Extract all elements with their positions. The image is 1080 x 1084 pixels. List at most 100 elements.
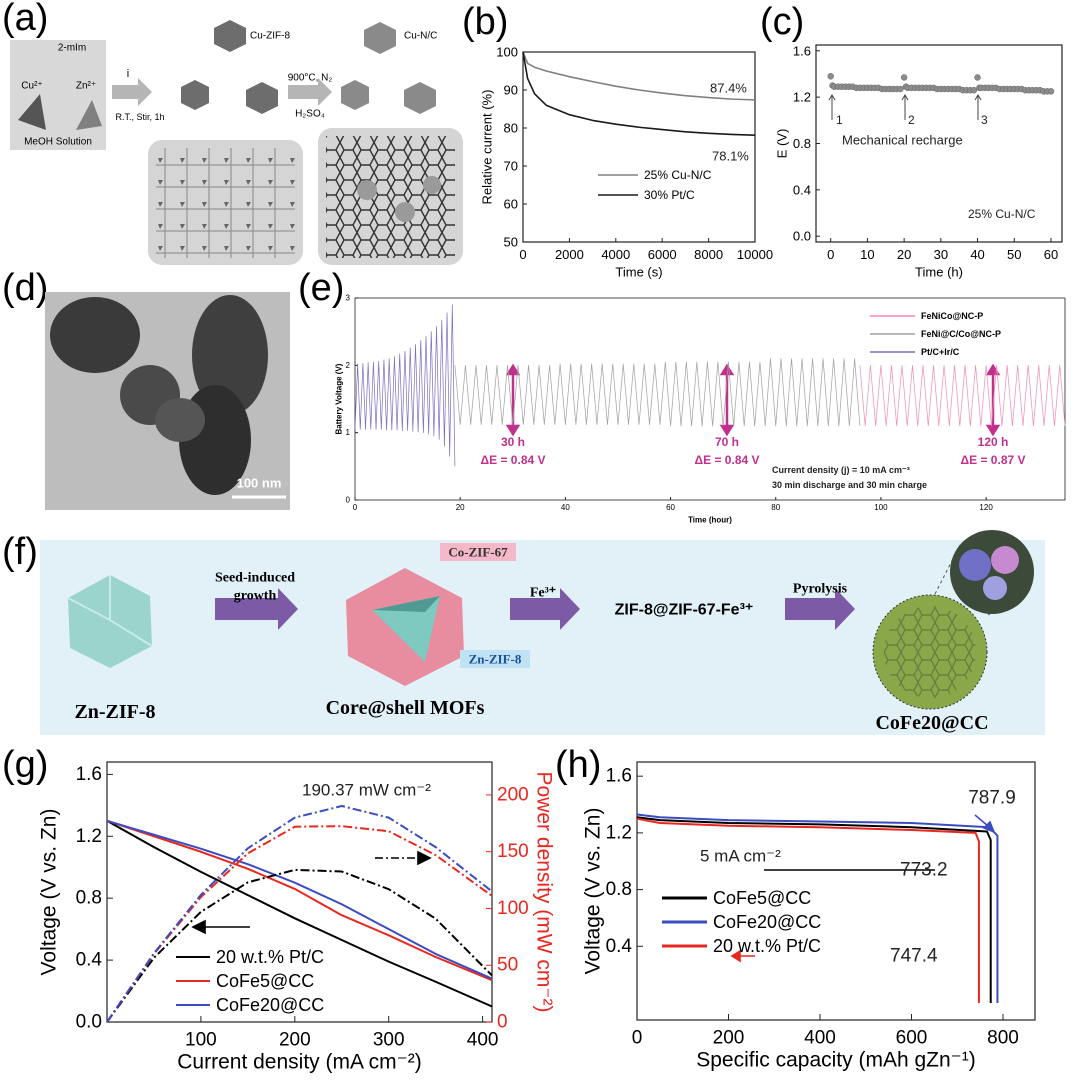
x-tick-label: 6000 [648,247,677,262]
series-line [106,819,493,1008]
micrograph-d: 100 nm [45,292,290,510]
legend-label: 25% Cu-N/C [644,168,712,182]
point [974,74,981,81]
delta-e-arrows [505,363,1001,437]
decoration [985,363,1001,376]
y-axis-label: Relative current (%) [480,90,495,205]
y2-axis-label: Power density (mW cm⁻²) [533,772,556,1013]
y-axis-label: Voltage (V vs. Zn) [38,809,61,976]
annotation: 787.9 [968,788,1016,809]
decoration [785,588,855,630]
plot-frame [106,761,493,1023]
decoration [181,80,209,110]
point [1047,88,1055,95]
decoration [372,596,440,662]
y-tick-label: 100 [496,45,518,60]
legend-label: CoFe20@CC [216,995,324,1015]
x-tick-label: 0 [353,503,358,512]
decoration [505,363,521,376]
y-tick-label: 3 [346,294,351,303]
decoration [215,588,298,630]
series-line [106,819,493,980]
plot-frame [354,297,1066,501]
legend-label: 20 w.t.% Pt/C [713,936,821,956]
y2-tick-label: 50 [497,955,518,976]
series-line [522,51,756,137]
step-conditions: 900°C, N₂ [288,73,333,84]
y-tick-label: 1.2 [606,822,632,843]
point [970,86,978,94]
decoration [974,814,989,827]
precursor-label: Cu-ZIF-8 [250,31,290,42]
y-tick-label: 0.4 [76,950,103,971]
decoration [983,576,1007,600]
decoration [901,94,909,120]
point [900,74,908,81]
decoration [326,136,455,258]
x-tick-label: 10 [860,247,874,262]
x-tick-label: 10000 [737,247,773,262]
decoration [76,100,102,130]
y-tick-label: 2 [346,361,351,370]
legend-label: FeNiCo@NC-P [921,311,983,321]
x-tick-label: 60 [666,503,675,512]
annotation: 70 h [715,435,739,449]
y-tick-label: 80 [504,121,518,136]
decoration [417,850,432,866]
decoration [156,148,295,258]
decoration [288,78,332,106]
legend-label: FeNi@C/Co@NC-P [921,329,1001,339]
annotation: ΔE = 0.87 V [961,453,1026,467]
y-tick-label: 50 [504,235,518,250]
legend-label: CoFe5@CC [216,971,314,991]
x-tick-label: 50 [1007,247,1021,262]
x-tick-label: 800 [987,1028,1019,1049]
y-tick-label: 0.8 [606,879,632,900]
x-tick-label: 20 [456,503,465,512]
intermediate-label: ZIF-8@ZIF-67-Fe³⁺ [615,602,754,619]
y-tick-label: 90 [504,83,518,98]
arrow-label: Seed-induced [215,571,295,586]
decoration [67,575,153,647]
y-tick-label: 0.8 [793,136,811,151]
decoration [423,176,441,194]
y-axis-label: Voltage (V vs. Zn) [582,808,605,975]
x-tick-label: 400 [804,1028,836,1049]
y-tick-label: 1.2 [76,826,102,847]
y-tick-label: 70 [504,159,518,174]
y-tick-label: 0.8 [76,888,102,909]
schematic-a: 2-mIm Cu²⁺ Zn²⁺ MeOH Solution i R.T., St… [10,20,463,265]
annotation: 30 h [501,435,525,449]
decoration [884,606,976,698]
x-tick-label: 100 [185,1030,217,1051]
decoration [357,180,377,200]
x-tick-label: 100 [874,503,888,512]
shell-label: Co-ZIF-67 [448,545,508,560]
stage-label: Zn-ZIF-8 [74,701,155,723]
y-axis-label: Battery Voltage (V) [335,363,344,434]
y-tick-label: 1.6 [606,766,632,787]
decoration [440,543,516,561]
stage-label: Core@shell MOFs [326,697,485,719]
point [897,85,904,93]
panel-label: (h) [555,744,601,786]
x-tick-label: 200 [713,1028,745,1049]
legend-label: CoFe5@CC [713,888,811,908]
x-tick-label: 20 [897,247,911,262]
decoration [364,22,396,54]
product-label: Cu-N/C [404,31,437,42]
panel-label: (d) [2,267,48,309]
x-axis-label: Specific capacity (mAh gZn⁻¹) [696,1049,976,1072]
x-tick-label: 8000 [694,247,723,262]
y-tick-label: 1 [346,428,351,437]
x-tick-label: 4000 [601,247,630,262]
y-tick-label: 1.6 [793,43,811,58]
panel-label: (b) [462,1,508,43]
plot-frame [522,51,756,243]
annotation: Current density (j) = 10 mA cm⁻³ [772,465,910,475]
x-axis-label: Time (s) [615,265,662,280]
panel-label: (g) [2,744,48,786]
series-line [859,364,1066,427]
decoration [991,546,1019,574]
annotation: 87.4% [710,81,747,96]
